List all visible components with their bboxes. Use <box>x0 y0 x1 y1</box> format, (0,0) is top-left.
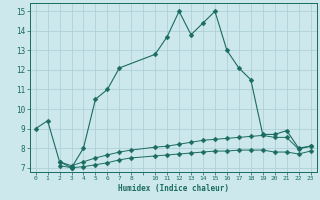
X-axis label: Humidex (Indice chaleur): Humidex (Indice chaleur) <box>118 184 228 193</box>
